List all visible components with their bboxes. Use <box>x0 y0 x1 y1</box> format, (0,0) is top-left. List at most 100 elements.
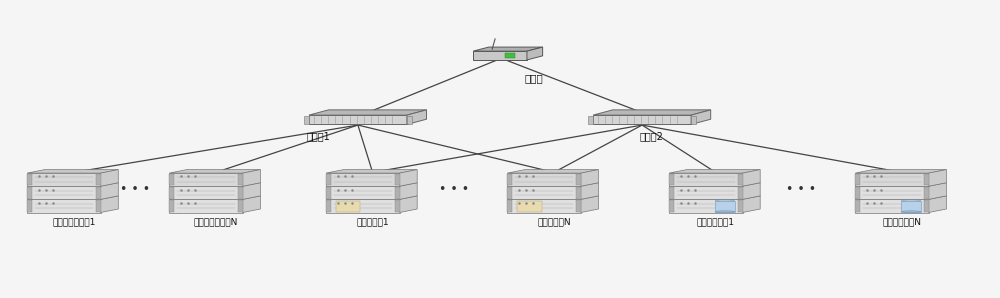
Polygon shape <box>243 196 260 212</box>
Polygon shape <box>309 115 407 125</box>
Text: 应用程序服务器N: 应用程序服务器N <box>194 218 238 227</box>
Polygon shape <box>581 196 598 212</box>
Polygon shape <box>400 196 417 212</box>
Polygon shape <box>395 187 400 198</box>
Polygon shape <box>929 170 946 186</box>
Polygon shape <box>400 170 417 186</box>
Polygon shape <box>669 200 674 212</box>
Polygon shape <box>169 196 260 199</box>
Polygon shape <box>924 200 929 212</box>
Polygon shape <box>924 174 929 185</box>
Polygon shape <box>169 187 174 198</box>
Polygon shape <box>507 183 598 186</box>
Polygon shape <box>691 110 711 125</box>
Polygon shape <box>27 200 32 212</box>
Polygon shape <box>169 200 174 212</box>
Polygon shape <box>669 187 674 198</box>
Polygon shape <box>924 187 929 198</box>
Polygon shape <box>517 201 542 212</box>
Polygon shape <box>96 187 101 198</box>
Polygon shape <box>576 187 581 198</box>
Polygon shape <box>669 173 743 186</box>
Text: • • •: • • • <box>120 183 151 196</box>
Polygon shape <box>669 183 760 186</box>
Polygon shape <box>588 116 593 124</box>
Polygon shape <box>743 196 760 212</box>
Polygon shape <box>669 199 743 212</box>
Polygon shape <box>326 183 417 186</box>
Polygon shape <box>669 170 760 173</box>
Polygon shape <box>27 196 118 199</box>
Polygon shape <box>507 196 598 199</box>
Text: 交换机2: 交换机2 <box>640 131 664 142</box>
Polygon shape <box>473 47 543 51</box>
Polygon shape <box>326 187 331 198</box>
Polygon shape <box>743 170 760 186</box>
Polygon shape <box>169 199 243 212</box>
Text: 路由器: 路由器 <box>525 73 544 83</box>
Polygon shape <box>326 200 331 212</box>
Polygon shape <box>855 170 946 173</box>
Polygon shape <box>669 174 674 185</box>
Polygon shape <box>27 173 101 186</box>
Polygon shape <box>855 199 929 212</box>
Polygon shape <box>96 174 101 185</box>
Polygon shape <box>855 200 860 212</box>
Polygon shape <box>169 173 243 186</box>
Polygon shape <box>507 199 581 212</box>
Text: 数据库服务器N: 数据库服务器N <box>882 218 921 227</box>
Text: 文件服务器N: 文件服务器N <box>537 218 571 227</box>
Polygon shape <box>505 53 515 58</box>
Text: 交换机1: 交换机1 <box>307 131 331 142</box>
Polygon shape <box>169 183 260 186</box>
Polygon shape <box>400 183 417 199</box>
Polygon shape <box>326 173 400 186</box>
Polygon shape <box>326 186 400 199</box>
Polygon shape <box>527 47 543 60</box>
Polygon shape <box>576 200 581 212</box>
Polygon shape <box>507 174 512 185</box>
Polygon shape <box>27 187 32 198</box>
Polygon shape <box>929 183 946 199</box>
Ellipse shape <box>901 211 921 212</box>
Polygon shape <box>169 186 243 199</box>
Text: 应用程序服务器1: 应用程序服务器1 <box>52 218 95 227</box>
Polygon shape <box>101 170 118 186</box>
Polygon shape <box>929 196 946 212</box>
Polygon shape <box>715 201 735 212</box>
Ellipse shape <box>901 200 921 202</box>
Polygon shape <box>27 170 118 173</box>
Polygon shape <box>691 116 696 124</box>
Polygon shape <box>27 183 118 186</box>
Polygon shape <box>738 200 743 212</box>
Polygon shape <box>27 174 32 185</box>
Polygon shape <box>743 183 760 199</box>
Polygon shape <box>738 174 743 185</box>
Text: 文件服务器1: 文件服务器1 <box>356 218 389 227</box>
Polygon shape <box>901 201 921 212</box>
Polygon shape <box>238 200 243 212</box>
Ellipse shape <box>715 211 735 212</box>
Polygon shape <box>855 186 929 199</box>
Polygon shape <box>169 174 174 185</box>
Polygon shape <box>243 170 260 186</box>
Polygon shape <box>407 116 412 124</box>
Polygon shape <box>507 186 581 199</box>
Text: • • •: • • • <box>786 183 816 196</box>
Polygon shape <box>309 110 426 115</box>
Polygon shape <box>326 174 331 185</box>
Polygon shape <box>326 199 400 212</box>
Polygon shape <box>96 200 101 212</box>
Polygon shape <box>473 51 527 60</box>
Polygon shape <box>27 186 101 199</box>
Polygon shape <box>855 187 860 198</box>
Polygon shape <box>738 187 743 198</box>
Ellipse shape <box>715 200 735 202</box>
Polygon shape <box>326 196 417 199</box>
Polygon shape <box>238 187 243 198</box>
Polygon shape <box>855 196 946 199</box>
Polygon shape <box>507 187 512 198</box>
Polygon shape <box>395 174 400 185</box>
Polygon shape <box>169 170 260 173</box>
Polygon shape <box>855 173 929 186</box>
